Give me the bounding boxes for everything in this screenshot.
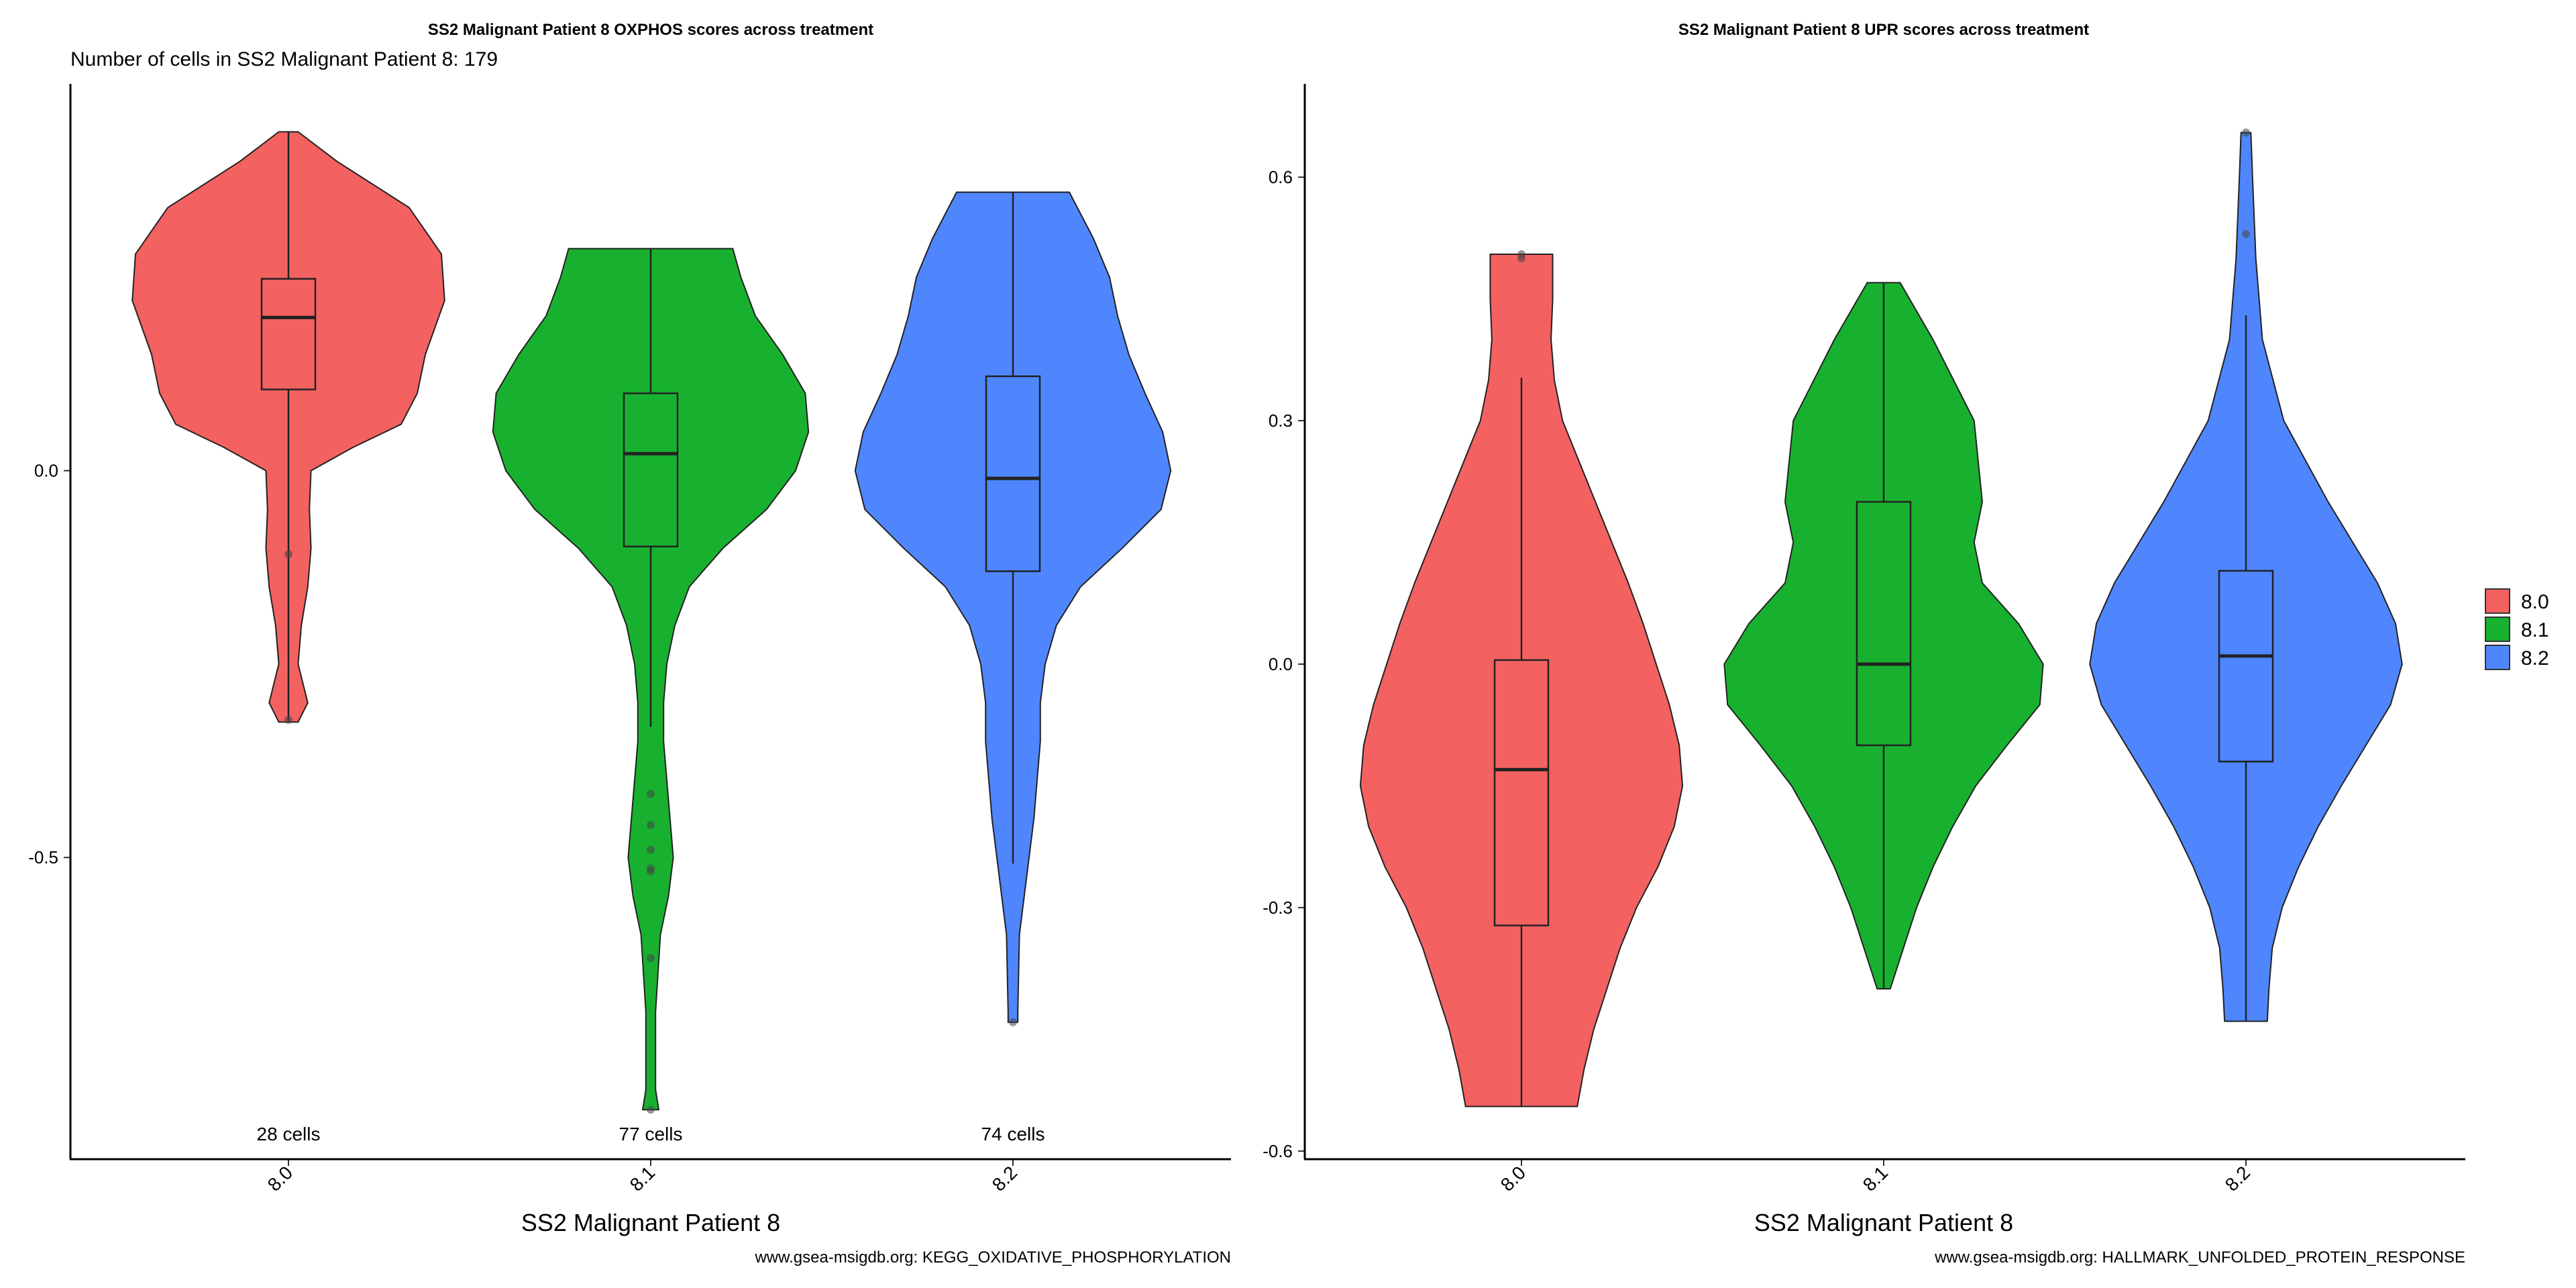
- y-tick-label: 0.6: [1269, 167, 1293, 187]
- oxphos-x-axis-title: SS2 Malignant Patient 8: [521, 1209, 780, 1236]
- box-8-2: [985, 375, 1041, 572]
- legend-swatch-8-0: [2485, 588, 2510, 614]
- box-8-0: [1493, 659, 1550, 926]
- outlier-point: [647, 1106, 655, 1114]
- oxphos-subtitle: Number of cells in SS2 Malignant Patient…: [70, 48, 498, 70]
- x-tick-label-8-2: 8.2: [988, 1162, 1021, 1195]
- x-tick-label-8-1: 8.1: [1859, 1162, 1892, 1195]
- upr-x-axis-title: SS2 Malignant Patient 8: [1754, 1209, 2013, 1236]
- outlier-point: [647, 845, 655, 854]
- oxphos-panel: SS2 Malignant Patient 8 OXPHOS scores ac…: [28, 21, 1231, 1267]
- outlier-point: [647, 820, 655, 829]
- outlier-point: [647, 790, 655, 798]
- cell-count-8-0: 28 cells: [257, 1124, 321, 1144]
- outlier-point: [284, 715, 292, 724]
- legend-label-8-2: 8.2: [2521, 647, 2549, 669]
- outlier-point: [1517, 254, 1525, 263]
- legend-swatch-8-1: [2485, 616, 2510, 642]
- oxphos-caption: www.gsea-msigdb.org: KEGG_OXIDATIVE_PHOS…: [754, 1248, 1231, 1267]
- x-tick-label-8-2: 8.2: [2221, 1162, 2254, 1195]
- y-tick-label: -0.6: [1263, 1141, 1293, 1161]
- y-tick-label: -0.5: [28, 847, 58, 867]
- oxphos-plot-area: 0.0 -0.5 8.0 28 cells 8.1 77 cells 8.2 74 cells: [28, 131, 1172, 1195]
- x-tick-label-8-1: 8.1: [626, 1162, 659, 1195]
- y-tick-label: 0.0: [1269, 654, 1293, 674]
- oxphos-title: SS2 Malignant Patient 8 OXPHOS scores ac…: [428, 21, 873, 39]
- outlier-point: [2242, 229, 2250, 238]
- box-8-2: [2218, 570, 2274, 763]
- legend-swatch-8-2: [2485, 645, 2510, 670]
- legend: 8.0 8.1 8.2: [2485, 588, 2549, 670]
- outlier-point: [284, 550, 292, 559]
- y-tick-label: 0.0: [34, 461, 58, 481]
- cell-count-8-1: 77 cells: [619, 1124, 683, 1144]
- upr-plot-area: 0.6 0.3 0.0 -0.3 -0.6 8.0 8.1 8.2: [1263, 128, 2403, 1195]
- violin-8-1: [1723, 282, 2044, 989]
- box-8-0: [260, 278, 317, 390]
- violin-8-0: [1359, 254, 1684, 1108]
- outlier-point: [647, 954, 655, 963]
- y-tick-label: 0.3: [1269, 411, 1293, 431]
- y-tick-label: -0.3: [1263, 898, 1293, 918]
- x-tick-label-8-0: 8.0: [264, 1162, 297, 1195]
- violin-8-2: [2089, 131, 2403, 1022]
- outlier-point: [2242, 128, 2250, 137]
- cell-count-8-2: 74 cells: [981, 1124, 1045, 1144]
- outlier-point: [1009, 1018, 1017, 1026]
- legend-label-8-1: 8.1: [2521, 619, 2549, 641]
- upr-panel: SS2 Malignant Patient 8 UPR scores acros…: [1263, 21, 2465, 1267]
- box-8-1: [623, 392, 679, 547]
- x-tick-label-8-0: 8.0: [1497, 1162, 1529, 1195]
- outlier-point: [647, 867, 655, 875]
- upr-title: SS2 Malignant Patient 8 UPR scores acros…: [1678, 21, 2089, 39]
- box-8-1: [1856, 500, 1912, 747]
- upr-caption: www.gsea-msigdb.org: HALLMARK_UNFOLDED_P…: [1934, 1248, 2465, 1267]
- legend-label-8-0: 8.0: [2521, 591, 2549, 613]
